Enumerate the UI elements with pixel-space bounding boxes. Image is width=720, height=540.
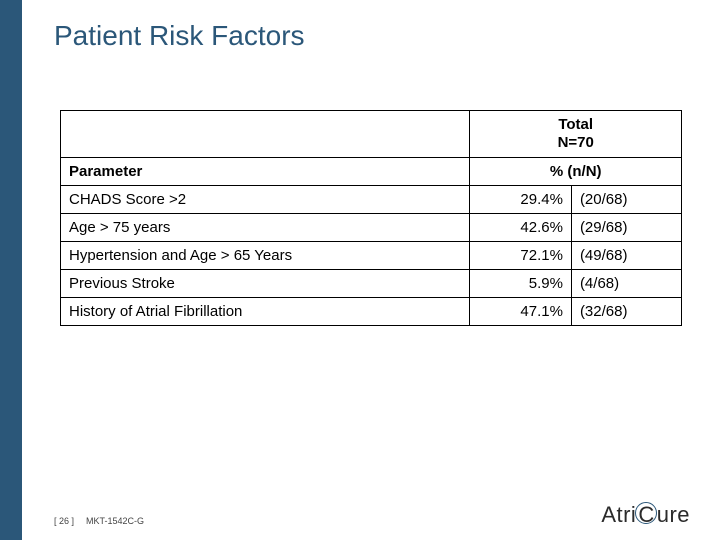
logo-part-c: C xyxy=(636,502,656,528)
cell-param: Hypertension and Age > 65 Years xyxy=(61,242,470,270)
header-parameter: Parameter xyxy=(61,158,470,186)
cell-param: Previous Stroke xyxy=(61,270,470,298)
logo-part-ure: ure xyxy=(657,502,690,527)
cell-pct: 72.1% xyxy=(470,242,572,270)
page-title: Patient Risk Factors xyxy=(54,20,305,52)
cell-param: Age > 75 years xyxy=(61,214,470,242)
slide: Patient Risk Factors Total N=70 Paramete… xyxy=(0,0,720,540)
cell-pct: 42.6% xyxy=(470,214,572,242)
footer: [ 26 ] MKT-1542C-G xyxy=(54,516,144,526)
table-row: Age > 75 years 42.6% (29/68) xyxy=(61,214,682,242)
table-row: Previous Stroke 5.9% (4/68) xyxy=(61,270,682,298)
table-row: CHADS Score >2 29.4% (20/68) xyxy=(61,186,682,214)
cell-nn: (4/68) xyxy=(571,270,681,298)
table: Total N=70 Parameter % (n/N) CHADS Score… xyxy=(60,110,682,326)
cell-nn: (49/68) xyxy=(571,242,681,270)
cell-nn: (29/68) xyxy=(571,214,681,242)
atricure-logo: AtriCure xyxy=(601,502,690,528)
risk-factors-table: Total N=70 Parameter % (n/N) CHADS Score… xyxy=(60,110,682,326)
page-number: [ 26 ] xyxy=(54,516,74,526)
cell-nn: (32/68) xyxy=(571,298,681,326)
cell-param: History of Atrial Fibrillation xyxy=(61,298,470,326)
cell-pct: 29.4% xyxy=(470,186,572,214)
total-label: Total xyxy=(558,116,593,133)
header-blank xyxy=(61,111,470,158)
cell-nn: (20/68) xyxy=(571,186,681,214)
total-n: N=70 xyxy=(558,134,594,151)
header-value: % (n/N) xyxy=(470,158,682,186)
table-row: Hypertension and Age > 65 Years 72.1% (4… xyxy=(61,242,682,270)
cell-pct: 5.9% xyxy=(470,270,572,298)
table-row: History of Atrial Fibrillation 47.1% (32… xyxy=(61,298,682,326)
table-header-row-1: Total N=70 xyxy=(61,111,682,158)
table-header-row-2: Parameter % (n/N) xyxy=(61,158,682,186)
cell-pct: 47.1% xyxy=(470,298,572,326)
header-total: Total N=70 xyxy=(470,111,682,158)
logo-part-atri: Atri xyxy=(601,502,636,527)
doc-code: MKT-1542C-G xyxy=(86,516,144,526)
cell-param: CHADS Score >2 xyxy=(61,186,470,214)
